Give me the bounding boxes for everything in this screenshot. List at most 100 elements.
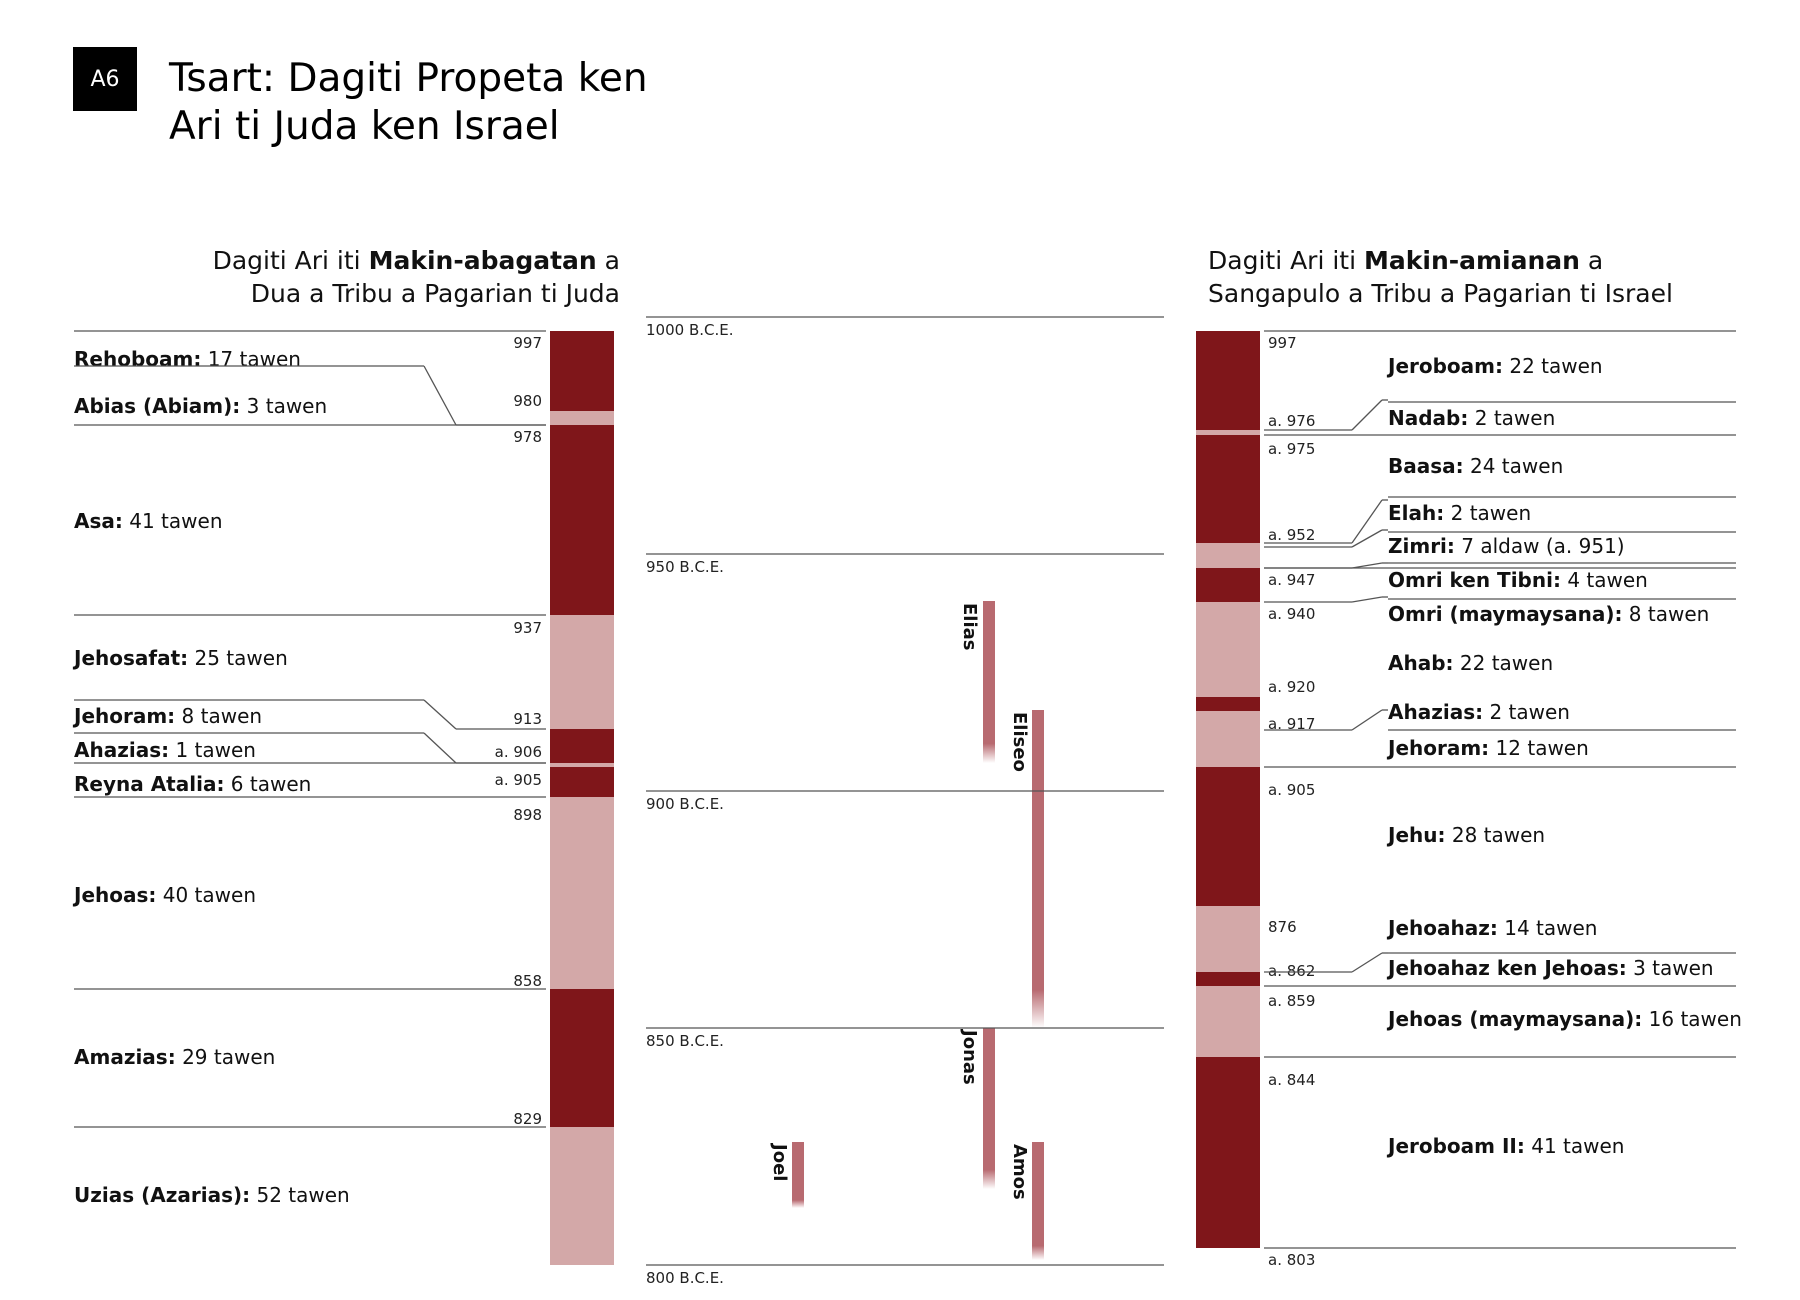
israel-year-12: a. 862: [1268, 962, 1316, 980]
judah-king-0: Rehoboam: 17 tawen: [74, 347, 301, 371]
judah-year-6: a. 905: [494, 771, 542, 789]
israel-king-3-name: Elah:: [1388, 501, 1445, 525]
judah-king-4-name: Jehoram:: [74, 704, 176, 728]
israel-year-14: a. 844: [1268, 1071, 1316, 1089]
israel-reign-bar-13: [1196, 986, 1260, 1057]
title-line-1: Tsart: Dagiti Propeta ken: [169, 56, 648, 101]
israel-reign-bar-5: [1196, 568, 1260, 602]
prophet-label-amos: Amos: [1009, 1143, 1030, 1200]
judah-king-6-name: Reyna Atalia:: [74, 772, 225, 796]
judah-heading-line-1: Dagiti Ari iti Makin-abagatan a: [150, 244, 620, 277]
judah-reign-bar-0: [550, 331, 614, 411]
israel-leader-3-b: [1351, 499, 1383, 544]
israel-king-5-reign: 4 tawen: [1560, 568, 1648, 592]
judah-year-9: 829: [513, 1110, 542, 1128]
israel-king-13-name: Jehoas (maymaysana):: [1388, 1007, 1643, 1031]
israel-heading-pre: Dagiti Ari iti: [1208, 246, 1364, 275]
prophet-label-joel: Joel: [769, 1143, 790, 1182]
israel-king-14-reign: 41 tawen: [1524, 1134, 1625, 1158]
israel-heading-line-1: Dagiti Ari iti Makin-amianan a: [1208, 244, 1768, 277]
judah-reign-bar-2: [550, 425, 614, 615]
israel-king-8-reign: 2 tawen: [1483, 700, 1570, 724]
judah-heading-bold: Makin-abagatan: [368, 246, 597, 275]
israel-leader-5-b: [1351, 562, 1383, 569]
israel-leader-8-b: [1351, 709, 1383, 731]
judah-king-4: Jehoram: 8 tawen: [74, 704, 262, 728]
section-badge: A6: [73, 47, 137, 111]
era-label-3: 850 B.C.E.: [646, 1032, 724, 1050]
israel-king-6: Omri (maymaysana): 8 tawen: [1388, 602, 1709, 626]
israel-leader-6-b: [1351, 596, 1383, 603]
israel-king-10-reign: 28 tawen: [1445, 823, 1546, 847]
judah-king-1: Abias (Abiam): 3 tawen: [74, 394, 327, 418]
prophet-label-jonas: Jonas: [959, 1030, 980, 1085]
judah-year-5: a. 906: [494, 743, 542, 761]
israel-year-11: 876: [1268, 918, 1297, 936]
judah-leader-5-b: [423, 732, 457, 764]
judah-king-0-name: Rehoboam:: [74, 347, 202, 371]
era-label-2: 900 B.C.E.: [646, 795, 724, 813]
judah-reign-bar-5: [550, 763, 614, 767]
israel-king-12-reign: 3 tawen: [1626, 956, 1714, 980]
israel-year-1: a. 976: [1268, 412, 1316, 430]
israel-king-12: Jehoahaz ken Jehoas: 3 tawen: [1388, 956, 1714, 980]
israel-reign-bar-7: [1196, 697, 1260, 711]
judah-leader-4-b: [423, 699, 457, 730]
israel-reign-bar-4: [1196, 547, 1260, 568]
israel-reign-bar-10: [1196, 767, 1260, 906]
judah-year-4: 913: [513, 710, 542, 728]
judah-king-9: Uzias (Azarias): 52 tawen: [74, 1183, 350, 1207]
israel-leader-1-b: [1351, 399, 1383, 431]
israel-king-4-reign: 7 aldaw (a. 951): [1454, 534, 1625, 558]
israel-king-11: Jehoahaz: 14 tawen: [1388, 916, 1597, 940]
israel-king-13: Jehoas (maymaysana): 16 tawen: [1388, 1007, 1742, 1031]
israel-reign-bar-14: [1196, 1057, 1260, 1248]
prophet-bar-jonas: [983, 1028, 995, 1190]
judah-king-8-reign: 29 tawen: [175, 1045, 276, 1069]
judah-king-8-name: Amazias:: [74, 1045, 176, 1069]
judah-king-7-name: Jehoas:: [74, 883, 157, 907]
israel-king-3-reign: 2 tawen: [1444, 501, 1532, 525]
israel-king-0-name: Jeroboam:: [1388, 354, 1503, 378]
israel-king-8: Ahazias: 2 tawen: [1388, 700, 1570, 724]
era-label-1: 950 B.C.E.: [646, 558, 724, 576]
judah-year-7: 898: [513, 806, 542, 824]
judah-king-3-name: Jehosafat:: [74, 646, 189, 670]
israel-leader-12-b: [1351, 952, 1383, 973]
israel-year-2: a. 975: [1268, 440, 1316, 458]
israel-year-7: a. 920: [1268, 678, 1316, 696]
israel-king-5: Omri ken Tibni: 4 tawen: [1388, 568, 1648, 592]
judah-heading-post: a: [596, 246, 620, 275]
israel-end-year: a. 803: [1268, 1251, 1316, 1269]
israel-king-0: Jeroboam: 22 tawen: [1388, 354, 1603, 378]
israel-king-9-name: Jehoram:: [1388, 736, 1490, 760]
judah-king-2-reign: 41 tawen: [122, 509, 223, 533]
israel-heading-bold: Makin-amianan: [1364, 246, 1580, 275]
page-title: Tsart: Dagiti Propeta ken Ari ti Juda ke…: [169, 55, 648, 151]
israel-king-10-name: Jehu:: [1388, 823, 1446, 847]
israel-king-8-name: Ahazias:: [1388, 700, 1484, 724]
judah-king-5: Ahazias: 1 tawen: [74, 738, 256, 762]
judah-king-2: Asa: 41 tawen: [74, 509, 223, 533]
israel-king-13-reign: 16 tawen: [1642, 1007, 1742, 1031]
judah-king-4-reign: 8 tawen: [175, 704, 263, 728]
judah-king-7-reign: 40 tawen: [156, 883, 256, 907]
israel-year-6: a. 940: [1268, 605, 1316, 623]
judah-king-5-name: Ahazias:: [74, 738, 170, 762]
judah-heading: Dagiti Ari iti Makin-abagatan a Dua a Tr…: [150, 244, 620, 310]
israel-king-5-name: Omri ken Tibni:: [1388, 568, 1561, 592]
israel-king-7-name: Ahab:: [1388, 651, 1454, 675]
israel-reign-bar-1: [1196, 430, 1260, 435]
israel-king-7: Ahab: 22 tawen: [1388, 651, 1553, 675]
israel-king-1-reign: 2 tawen: [1468, 406, 1556, 430]
israel-year-10: a. 905: [1268, 781, 1316, 799]
israel-reign-bar-3: [1196, 543, 1260, 547]
israel-reign-bar-8: [1196, 711, 1260, 767]
judah-king-3-reign: 25 tawen: [188, 646, 288, 670]
judah-king-9-name: Uzias (Azarias):: [74, 1183, 251, 1207]
judah-heading-pre: Dagiti Ari iti: [212, 246, 369, 275]
era-label-0: 1000 B.C.E.: [646, 321, 734, 339]
israel-king-14-name: Jeroboam II:: [1388, 1134, 1525, 1158]
judah-king-1-name: Abias (Abiam):: [74, 394, 241, 418]
judah-king-9-reign: 52 tawen: [250, 1183, 350, 1207]
